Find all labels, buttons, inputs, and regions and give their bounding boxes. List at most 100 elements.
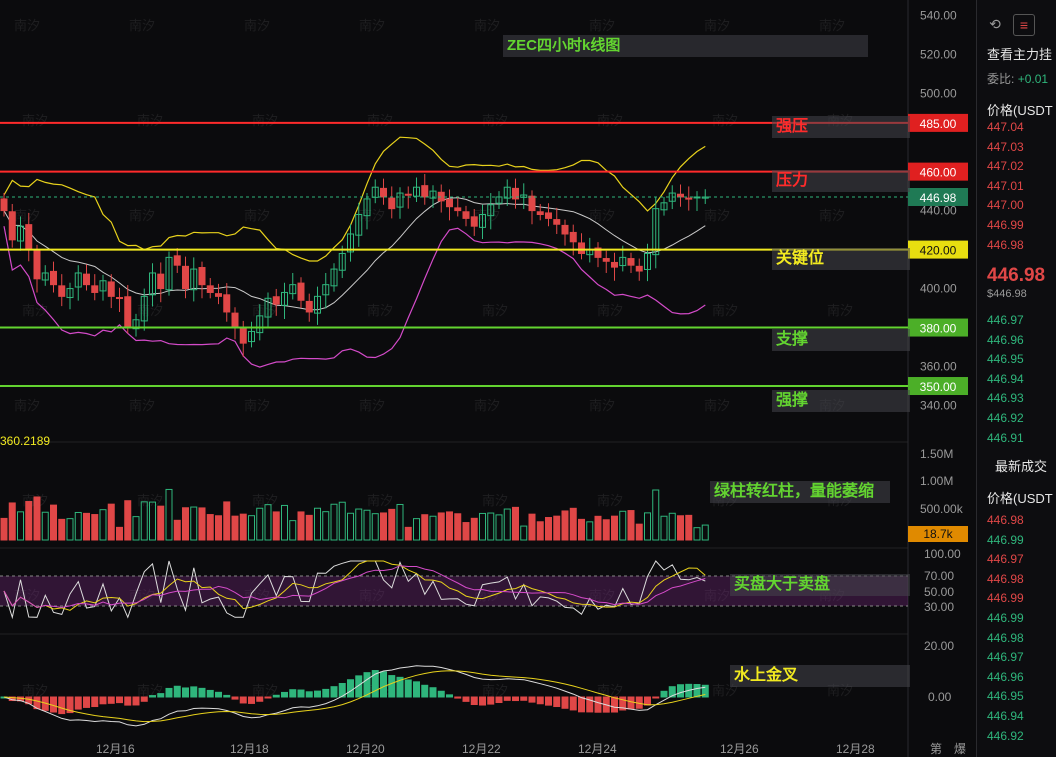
chart-area[interactable]: 南汐 南汐 南汐 南汐 南汐 南汐 南汐 南汐 南汐 南汐 南汐 南汐 南汐 南汐 南汐 南汐 南汐 南汐 南汐 南汐… [0,0,972,757]
macd-histogram-bar [404,679,412,698]
orderbook-view-icon[interactable]: ≡ [1013,14,1035,36]
volume-bar [429,515,437,541]
macd-histogram-bar [470,696,478,706]
trade-row[interactable]: 446.99 [987,532,1024,547]
watermark-text: 南汐 [704,398,730,413]
orderbook-sidebar[interactable]: ⟲ ≡ 查看主力挂 委比: +0.01 价格(USDT 447.04 447.03… [976,0,1056,757]
candle-body [569,231,577,243]
volume-bar [644,512,651,541]
bid-row[interactable]: 446.93 [987,391,1024,406]
candle-body [149,272,156,296]
ask-row[interactable]: 447.04 [987,120,1024,134]
volume-bar [140,501,148,541]
volume-bar [231,515,239,541]
ask-row[interactable]: 446.99 [987,217,1024,232]
macd-dea-line [3,670,706,723]
trade-row[interactable]: 446.98 [987,571,1024,586]
macd-histogram-bar [561,696,569,709]
macd-histogram-bar [198,687,206,698]
trade-row[interactable]: 446.95 [987,689,1024,704]
watermark-text: 南汐 [137,683,163,698]
macd-histogram-bar [157,693,165,698]
watermark-text: 南汐 [589,208,615,223]
trade-row[interactable]: 446.98 [987,630,1024,645]
volume-bar [322,511,330,541]
watermark-text: 南汐 [22,113,48,128]
bid-row[interactable]: 446.96 [987,332,1024,347]
volume-bar [627,510,635,541]
candle-body [528,195,536,212]
ask-row[interactable]: 447.02 [987,159,1024,174]
sidebar-last-price: 446.98 [987,265,1046,286]
trades-header[interactable]: 最新成交 [995,459,1048,474]
trade-row[interactable]: 446.96 [987,669,1024,684]
macd-histogram-bar [132,696,140,706]
macd-histogram-bar [99,696,107,705]
bid-row[interactable]: 446.91 [987,430,1024,445]
macd-histogram-bar [297,689,305,698]
ask-row[interactable]: 447.00 [987,198,1024,213]
trade-row[interactable]: 446.99 [987,591,1024,606]
trade-row[interactable]: 446.94 [987,708,1024,723]
trades-list: 446.98 446.99 446.97 446.98 446.99 446.99 446.… [977,511,1056,746]
macd-histogram-bar [264,696,272,699]
bid-row[interactable]: 446.95 [987,352,1024,367]
price-tick-label: 500.00 [920,87,957,101]
price-tick-label: 360.00 [920,360,957,374]
candle-body [602,258,610,262]
candle-body [198,267,206,286]
sidebar-title[interactable]: 查看主力挂 [987,47,1053,62]
trade-row[interactable]: 446.97 [987,650,1024,665]
watermark-text: 南汐 [819,208,845,223]
macd-histogram-bar [272,694,280,698]
candle-body [182,265,189,290]
candle-body [479,214,486,228]
reset-icon[interactable]: ⟲ [989,16,1001,32]
trade-row[interactable]: 446.97 [987,552,1024,567]
ask-row[interactable]: 446.98 [987,237,1024,252]
x-axis-label: 12月16 [96,742,135,756]
volume-bar [396,503,404,541]
volume-bar [536,521,544,541]
volume-bar [355,508,363,541]
ask-row[interactable]: 447.03 [987,139,1024,154]
watermark-text: 南汐 [597,683,623,698]
rsi-annotation: 买盘大于卖盘 [730,574,910,596]
macd-histogram-bar [223,694,231,698]
candle-body [347,233,354,253]
volume-bar [173,519,181,541]
watermark-text: 南汐 [482,303,508,318]
trade-row[interactable]: 446.98 [987,513,1024,527]
volume-bar [248,515,255,541]
level-badge-text: 460.00 [920,166,957,180]
bid-row[interactable]: 446.92 [987,410,1024,425]
volume-bar [281,504,288,541]
candle-body [140,295,148,322]
macd-annotation: 水上金叉 [730,665,910,687]
macd-histogram-bar [586,696,594,713]
ask-row[interactable]: 447.01 [987,178,1024,193]
candle-body [107,281,115,297]
macd-histogram-bar [371,670,379,698]
trade-row[interactable]: 446.92 [987,728,1024,743]
bid-row[interactable]: 446.94 [987,371,1024,386]
candle-body [454,207,462,212]
candle-body [206,285,214,293]
volume-bar [479,512,486,541]
watermark-text: 南汐 [129,18,155,33]
volume-badge [908,526,968,542]
volume-bar [611,515,618,541]
candle-body [50,270,57,286]
level-label-support: 支撑 [772,329,910,351]
volume-bar [652,489,660,541]
trade-row[interactable]: 446.99 [987,610,1024,625]
low-price-marker: 360.2189 [0,434,51,448]
watermark-text: 南汐 [129,588,155,603]
watermark-text: 南汐 [244,398,270,413]
bid-row[interactable]: 446.97 [987,313,1024,327]
watermark-text: 南汐 [129,398,155,413]
watermark-text: 南汐 [14,398,40,413]
volume-bar [338,501,346,541]
macd-histogram-bar [388,675,396,698]
